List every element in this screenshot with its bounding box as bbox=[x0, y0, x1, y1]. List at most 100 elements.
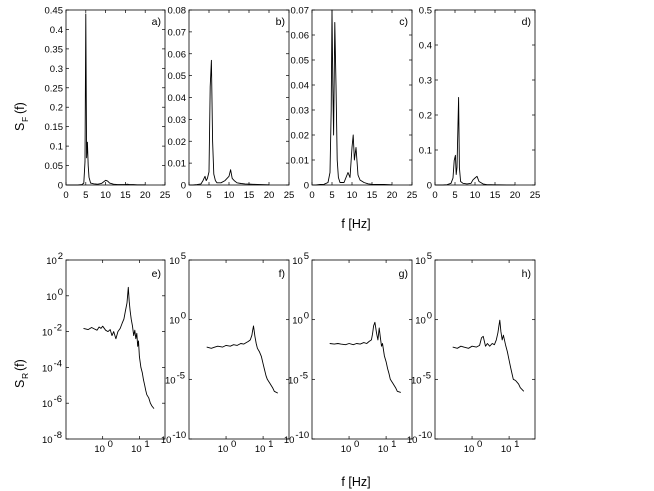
x-tick-label: 10 bbox=[131, 444, 142, 455]
y-tick-label: 0 bbox=[304, 181, 309, 192]
panel-label: f) bbox=[279, 268, 285, 280]
y-tick-exponent: -5 bbox=[177, 370, 185, 381]
top-ylabel-arg: (f) bbox=[13, 102, 27, 114]
panel-label: h) bbox=[522, 268, 531, 280]
series-line bbox=[83, 286, 155, 409]
x-tick-label: 15 bbox=[120, 190, 131, 201]
y-tick-exponent: -2 bbox=[54, 323, 62, 334]
x-tick-label: 15 bbox=[490, 190, 501, 201]
x-tick-label: 0 bbox=[432, 190, 437, 201]
chart-panel-d: 0 5 10 15 20 25 0 0.1 0.2 0.3 0.4 0.5 d) bbox=[419, 6, 541, 202]
y-tick-label: 0.03 bbox=[291, 106, 310, 117]
y-tick-label: 10 bbox=[415, 256, 426, 267]
y-tick-exponent: -10 bbox=[295, 430, 309, 441]
x-tick-exponent: 0 bbox=[354, 439, 359, 450]
series-line bbox=[190, 59, 270, 186]
y-tick-exponent: 0 bbox=[58, 287, 63, 298]
bottom-xlabel: f [Hz] bbox=[341, 475, 370, 489]
top-ylabel: S F (f) bbox=[13, 102, 30, 131]
y-tick-label: 0.01 bbox=[291, 156, 310, 167]
x-tick-label: 5 bbox=[83, 190, 88, 201]
y-tick-label: 0.45 bbox=[45, 6, 64, 17]
y-tick-label: 0.25 bbox=[45, 83, 64, 94]
x-tick-label: 25 bbox=[160, 190, 171, 201]
bottom-ylabel-main: S bbox=[13, 380, 27, 388]
panel-label: a) bbox=[152, 16, 161, 28]
x-tick-exponent: 1 bbox=[268, 439, 273, 450]
chart-panel-b: 0 5 10 15 20 25 0 0.01 0.02 0.03 0.04 0.05 0.06 0.07 0… bbox=[168, 6, 295, 202]
x-tick-label: 10 bbox=[470, 190, 481, 201]
y-tick-exponent: 5 bbox=[304, 251, 309, 262]
y-tick-exponent: -5 bbox=[423, 370, 431, 381]
bottom-ylabel-arg: (f) bbox=[13, 359, 27, 371]
y-tick-label: 0.5 bbox=[419, 6, 432, 17]
y-tick-label: 10 bbox=[288, 375, 299, 386]
chart-panel-c: 0 5 10 15 20 25 0 0.01 0.02 0.03 0.04 0.05 0.06 0.07 c… bbox=[291, 6, 418, 202]
y-tick-label: 10 bbox=[46, 256, 57, 267]
y-tick-exponent: -8 bbox=[54, 430, 62, 441]
x-tick-label: 10 bbox=[255, 444, 266, 455]
series-line bbox=[329, 321, 401, 393]
y-tick-label: 0.04 bbox=[291, 81, 310, 92]
series-line bbox=[313, 9, 393, 186]
y-tick-label: 0.2 bbox=[419, 111, 432, 122]
chart-panel-e: 10 0 10 110 -810 -610 -410 -210 010 2e) bbox=[42, 251, 166, 455]
y-tick-label: 0.05 bbox=[168, 71, 187, 82]
bottom-ylabel: S R (f) bbox=[13, 359, 30, 388]
x-tick-label: 20 bbox=[264, 190, 275, 201]
x-tick-label: 15 bbox=[367, 190, 378, 201]
x-tick-label: 20 bbox=[140, 190, 151, 201]
y-tick-exponent: -4 bbox=[54, 358, 62, 369]
y-tick-label: 0.05 bbox=[45, 161, 64, 172]
plot-frame bbox=[311, 9, 413, 186]
series-line bbox=[452, 319, 525, 392]
y-tick-label: 0.07 bbox=[291, 6, 310, 17]
plot-frame bbox=[65, 9, 166, 186]
y-tick-exponent: 5 bbox=[181, 251, 186, 262]
y-tick-label: 10 bbox=[42, 399, 53, 410]
y-tick-exponent: 0 bbox=[304, 311, 309, 322]
y-tick-exponent: 0 bbox=[181, 311, 186, 322]
x-tick-label: 10 bbox=[378, 444, 389, 455]
x-tick-label: 10 bbox=[100, 190, 111, 201]
y-tick-label: 10 bbox=[165, 375, 176, 386]
y-tick-label: 0.01 bbox=[168, 159, 187, 170]
y-tick-label: 10 bbox=[407, 435, 418, 446]
panel-label: b) bbox=[276, 16, 285, 28]
y-tick-label: 0 bbox=[181, 181, 186, 192]
top-ylabel-sub: F bbox=[20, 117, 30, 122]
y-tick-label: 0.1 bbox=[419, 146, 432, 157]
y-tick-label: 0.3 bbox=[50, 64, 63, 75]
x-tick-exponent: 0 bbox=[108, 439, 113, 450]
series-line bbox=[206, 325, 279, 394]
y-tick-label: 10 bbox=[42, 328, 53, 339]
x-tick-label: 10 bbox=[347, 190, 358, 201]
bottom-ylabel-sub: R bbox=[20, 373, 30, 379]
x-tick-label: 0 bbox=[309, 190, 314, 201]
y-tick-label: 0 bbox=[58, 181, 63, 192]
y-tick-exponent: -10 bbox=[172, 430, 186, 441]
y-tick-exponent: -5 bbox=[300, 370, 308, 381]
y-tick-label: 10 bbox=[411, 375, 422, 386]
y-tick-label: 0.04 bbox=[168, 93, 187, 104]
x-tick-exponent: 0 bbox=[231, 439, 236, 450]
y-tick-label: 0.4 bbox=[50, 25, 63, 36]
x-tick-label: 10 bbox=[501, 444, 512, 455]
x-tick-exponent: 1 bbox=[391, 439, 396, 450]
x-tick-label: 20 bbox=[510, 190, 521, 201]
plot-frame bbox=[434, 9, 536, 186]
y-tick-label: 0.2 bbox=[50, 103, 63, 114]
y-tick-label: 0.08 bbox=[168, 6, 187, 17]
x-tick-label: 25 bbox=[407, 190, 418, 201]
y-tick-label: 0.1 bbox=[50, 142, 63, 153]
x-tick-label: 10 bbox=[224, 190, 235, 201]
x-tick-label: 10 bbox=[94, 444, 105, 455]
x-tick-label: 10 bbox=[218, 444, 229, 455]
x-tick-label: 0 bbox=[63, 190, 68, 201]
y-tick-label: 0.03 bbox=[168, 115, 187, 126]
y-tick-label: 0.06 bbox=[291, 31, 310, 42]
y-tick-label: 10 bbox=[169, 316, 180, 327]
panel-label: d) bbox=[522, 16, 531, 28]
